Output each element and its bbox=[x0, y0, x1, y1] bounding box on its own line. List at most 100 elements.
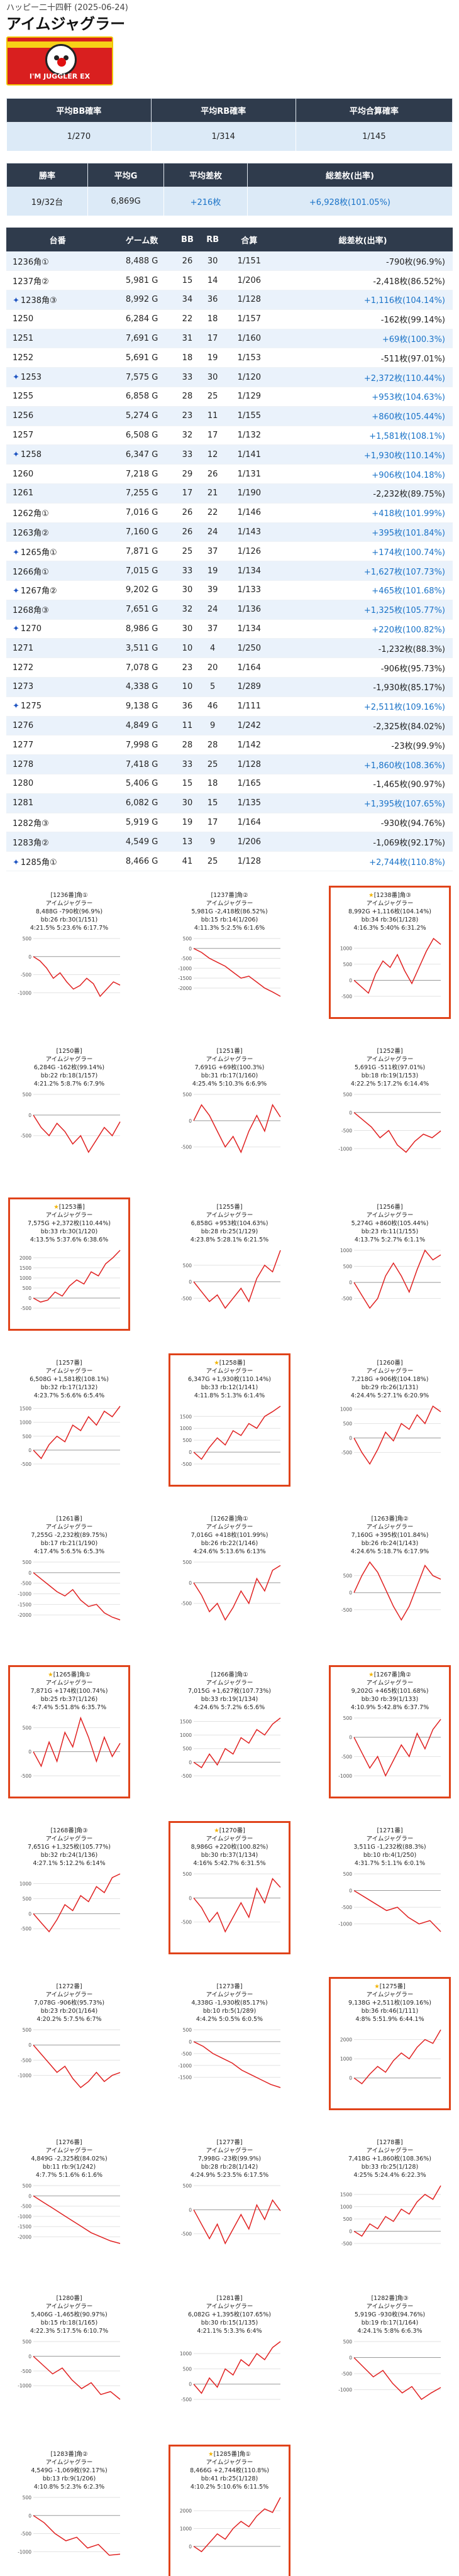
table-row[interactable]: 1282角③ 5,919 G 19 17 1/164 -930枚(94.76%) bbox=[6, 813, 453, 833]
table-row[interactable]: ✦ 1275 9,138 G 36 46 1/111 +2,511枚(109.16%) bbox=[6, 696, 453, 717]
unit-graph-card[interactable]: [1277番] アイムジャグラー 7,998G -23枚(99.9%) bb:28 r… bbox=[170, 2135, 289, 2264]
card-line-4: bb:33 rb:19(1/134) bbox=[170, 1695, 289, 1704]
table-row[interactable]: 1271 3,511 G 10 4 1/250 -1,232枚(88.3%) bbox=[6, 638, 453, 659]
header-win-rate: 勝率 bbox=[6, 163, 88, 187]
card-line-5: 4:24.6% 5:18.7% 6:17.9% bbox=[331, 1548, 449, 1556]
rb-cell-text: 26 bbox=[207, 469, 218, 479]
table-row[interactable]: 1255 6,858 G 28 25 1/129 +953枚(104.63%) bbox=[6, 387, 453, 407]
unit-graph-card[interactable]: ★[1267番]角② アイムジャグラー 9,202G +465枚(101.68%) b… bbox=[329, 1665, 451, 1798]
table-row[interactable]: 1237角② 5,981 G 15 14 1/206 -2,418枚(86.52%) bbox=[6, 270, 453, 291]
unit-graph-card[interactable]: ★[1270番] アイムジャグラー 8,986G +220枚(100.82%) bb:… bbox=[169, 1821, 290, 1954]
table-row[interactable]: 1262角① 7,016 G 26 22 1/146 +418枚(101.99%) bbox=[6, 503, 453, 523]
table-row[interactable]: 1277 7,998 G 28 28 1/142 -23枚(99.9%) bbox=[6, 735, 453, 756]
unit-graph-card[interactable]: [1263番]角② アイムジャグラー 7,160G +395枚(101.84%) bb… bbox=[331, 1511, 449, 1641]
unit-graph-card[interactable]: ★[1258番] アイムジャグラー 6,347G +1,930枚(110.14%) b… bbox=[169, 1353, 290, 1487]
bb-cell: 32 bbox=[174, 426, 201, 446]
unit-graph-card[interactable]: [1273番] アイムジャグラー 4,338G -1,930枚(85.17%) bb:… bbox=[170, 1979, 289, 2108]
y-tick-label: -500 bbox=[181, 2397, 192, 2403]
unit-graph-card[interactable]: [1281番] アイムジャグラー 6,082G +1,395枚(107.65%) bb… bbox=[170, 2291, 289, 2420]
header-total-diff: 総差枚(出率) bbox=[246, 163, 453, 187]
table-row[interactable]: 1281 6,082 G 30 15 1/135 +1,395枚(107.65%) bbox=[6, 793, 453, 813]
unit-graph-card[interactable]: ★[1253番] アイムジャグラー 7,575G +2,372枚(110.44%) b… bbox=[8, 1197, 130, 1331]
unit-graph-card[interactable]: [1280番] アイムジャグラー 5,406G -1,465枚(90.97%) bb:… bbox=[10, 2291, 128, 2420]
table-row[interactable]: ✦ 1258 6,347 G 33 12 1/141 +1,930枚(110.14%) bbox=[6, 444, 453, 465]
unit-graph-card[interactable]: [1266番]角① アイムジャグラー 7,015G +1,627枚(107.73%)… bbox=[170, 1667, 289, 1797]
diff-series-line bbox=[193, 2497, 281, 2553]
table-row[interactable]: ✦ 1270 8,986 G 30 37 1/134 +220枚(100.82%) bbox=[6, 619, 453, 639]
table-row[interactable]: ✦ 1265角① 7,871 G 25 37 1/126 +174枚(100.74%) bbox=[6, 541, 453, 562]
unit-graph-card[interactable]: ★[1275番] アイムジャグラー 9,138G +2,511枚(109.16%) b… bbox=[329, 1977, 451, 2110]
rb-cell: 19 bbox=[200, 561, 226, 581]
y-tick-label: 2000 bbox=[340, 2037, 352, 2043]
unit-graph-card[interactable]: [1261番] アイムジャグラー 7,255G -2,232枚(89.75%) bb:… bbox=[10, 1511, 128, 1641]
star-icon: ★ bbox=[208, 2451, 214, 2458]
unit-graph-card[interactable]: ★[1285番]角① アイムジャグラー 8,466G +2,744枚(110.8%)… bbox=[169, 2445, 290, 2576]
table-row[interactable]: 1251 7,691 G 31 17 1/160 +69枚(100.3%) bbox=[6, 329, 453, 349]
diff-cell-text: +1,627枚(107.73%) bbox=[363, 567, 445, 577]
table-row[interactable]: 1272 7,078 G 23 20 1/164 -906枚(95.73%) bbox=[6, 658, 453, 678]
card-text: bb:29 rb:26(1/131) bbox=[361, 1384, 419, 1391]
unit-graph-card[interactable]: [1237番]角② アイムジャグラー 5,981G -2,418枚(86.52%) b… bbox=[170, 888, 289, 1017]
unit-graph-card[interactable]: [1278番] アイムジャグラー 7,418G +1,860枚(108.36%) bb… bbox=[331, 2135, 449, 2264]
table-row[interactable]: 1276 4,849 G 11 9 1/242 -2,325枚(84.02%) bbox=[6, 716, 453, 736]
card-line-3: 7,998G -23枚(99.9%) bbox=[170, 2155, 289, 2163]
unit-graph-card[interactable]: [1255番] アイムジャグラー 6,858G +953枚(104.63%) bb:2… bbox=[170, 1199, 289, 1329]
table-row[interactable]: ✦ 1267角② 9,202 G 30 39 1/133 +465枚(101.68%) bbox=[6, 580, 453, 600]
unit-graph-card[interactable]: [1283番]角② アイムジャグラー 4,549G -1,069枚(92.17%) b… bbox=[10, 2447, 128, 2576]
unit-graph-card[interactable]: [1251番] アイムジャグラー 7,691G +69枚(100.3%) bb:31 … bbox=[170, 1043, 289, 1173]
games-cell: 7,255 G bbox=[109, 483, 175, 504]
card-line-2: アイムジャグラー bbox=[10, 900, 128, 908]
table-row[interactable]: 1261 7,255 G 17 21 1/190 -2,232枚(89.75%) bbox=[6, 483, 453, 504]
unit-graph-card[interactable]: [1252番] アイムジャグラー 5,691G -511枚(97.01%) bb:18… bbox=[331, 1043, 449, 1173]
table-row[interactable]: ✦ 1285角① 8,466 G 41 25 1/128 +2,744枚(110.8%) bbox=[6, 851, 453, 871]
diff-line-chart: -1000 -500 0 500 bbox=[338, 2339, 441, 2401]
unit-graph-card[interactable]: ★[1265番]角① アイムジャグラー 7,871G +174枚(100.74%) b… bbox=[8, 1665, 130, 1798]
card-line-2: アイムジャグラー bbox=[170, 1523, 289, 1531]
table-row[interactable]: 1280 5,406 G 15 18 1/165 -1,465枚(90.97%) bbox=[6, 774, 453, 794]
table-row[interactable]: 1268角③ 7,651 G 32 24 1/136 +1,325枚(105.77%) bbox=[6, 600, 453, 620]
diff-line-chart: -500 0 500 1000 bbox=[19, 1873, 121, 1933]
unit-graph-card[interactable]: [1260番] アイムジャグラー 7,218G +906枚(104.18%) bb:2… bbox=[331, 1355, 449, 1485]
table-row[interactable]: 1260 7,218 G 29 26 1/131 +906枚(104.18%) bbox=[6, 464, 453, 485]
card-line-2: アイムジャグラー bbox=[170, 2147, 289, 2155]
y-tick-label: -500 bbox=[341, 1607, 352, 1613]
card-text: 4:21.1% 5:3.3% 6:4% bbox=[197, 2328, 262, 2335]
unit-graph-card[interactable]: ★[1238番]角③ アイムジャグラー 8,992G +1,116枚(104.14%… bbox=[329, 886, 451, 1019]
unit-graph-card[interactable]: [1262番]角① アイムジャグラー 7,016G +418枚(101.99%) bb… bbox=[170, 1511, 289, 1641]
table-row[interactable]: 1250 6,284 G 22 18 1/157 -162枚(99.14%) bbox=[6, 309, 453, 329]
unit-graph-card[interactable]: [1236番]角① アイムジャグラー 8,488G -790枚(96.9%) bb:2… bbox=[10, 888, 128, 1017]
card-line-4: bb:29 rb:26(1/131) bbox=[331, 1384, 449, 1392]
card-line-2: アイムジャグラー bbox=[10, 2147, 128, 2155]
table-row[interactable]: ✦ 1238角③ 8,992 G 34 36 1/128 +1,116枚(104.14%) bbox=[6, 290, 453, 310]
bb-cell: 13 bbox=[174, 832, 201, 852]
unit-graph-card[interactable]: [1268番]角③ アイムジャグラー 7,651G +1,325枚(105.77%)… bbox=[10, 1823, 128, 1952]
unit-graph-card[interactable]: [1250番] アイムジャグラー 6,284G -162枚(99.14%) bb:22… bbox=[10, 1043, 128, 1173]
table-row[interactable]: 1283角② 4,549 G 13 9 1/206 -1,069枚(92.17%) bbox=[6, 832, 453, 852]
games-cell: 7,871 G bbox=[109, 541, 175, 562]
table-row[interactable]: 1257 6,508 G 32 17 1/132 +1,581枚(108.1%) bbox=[6, 426, 453, 446]
table-row[interactable]: 1263角② 7,160 G 26 24 1/143 +395枚(101.84%) bbox=[6, 522, 453, 542]
table-row[interactable]: 1256 5,274 G 23 11 1/155 +860枚(105.44%) bbox=[6, 406, 453, 426]
table-row[interactable]: ✦ 1253 7,575 G 33 30 1/120 +2,372枚(110.44%) bbox=[6, 367, 453, 388]
unit-graph-card[interactable]: [1282番]角③ アイムジャグラー 5,919G -930枚(94.76%) bb:… bbox=[331, 2291, 449, 2420]
unit-graph-card[interactable]: [1257番] アイムジャグラー 6,508G +1,581枚(108.1%) bb:… bbox=[10, 1355, 128, 1485]
table-row[interactable]: 1273 4,338 G 10 5 1/289 -1,930枚(85.17%) bbox=[6, 677, 453, 697]
unit-graph-card[interactable]: [1272番] アイムジャグラー 7,078G -906枚(95.73%) bb:23… bbox=[10, 1979, 128, 2108]
table-row[interactable]: 1266角① 7,015 G 33 19 1/134 +1,627枚(107.73%) bbox=[6, 561, 453, 581]
card-text: 7,575G +2,372枚(110.44%) bbox=[28, 1220, 111, 1227]
bb-cell: 10 bbox=[174, 677, 201, 697]
unit-graph-card[interactable]: [1276番] アイムジャグラー 4,849G -2,325枚(84.02%) bb:… bbox=[10, 2135, 128, 2264]
y-tick-label: 0 bbox=[28, 1296, 31, 1301]
diff-series-line bbox=[33, 956, 121, 998]
table-row[interactable]: 1236角① 8,488 G 26 30 1/151 -790枚(96.9%) bbox=[6, 251, 453, 272]
rb-cell: 17 bbox=[200, 329, 226, 349]
card-line-5: 4:25% 5:24.4% 6:22.3% bbox=[331, 2171, 449, 2179]
table-row[interactable]: 1278 7,418 G 33 25 1/128 +1,860枚(108.36%) bbox=[6, 754, 453, 775]
table-row[interactable]: 1252 5,691 G 18 19 1/153 -511枚(97.01%) bbox=[6, 348, 453, 368]
card-line-5: 4:13.5% 5:37.6% 6:38.6% bbox=[10, 1236, 128, 1244]
y-tick-label: 500 bbox=[183, 2027, 192, 2033]
unit-graph-card[interactable]: [1256番] アイムジャグラー 5,274G +860枚(105.44%) bb:2… bbox=[331, 1199, 449, 1329]
unit-number-cell-text: 1257 bbox=[13, 431, 34, 441]
unit-graph-card[interactable]: [1271番] アイムジャグラー 3,511G -1,232枚(88.3%) bb:1… bbox=[331, 1823, 449, 1952]
unit-number-cell-text: 1281 bbox=[13, 798, 34, 808]
